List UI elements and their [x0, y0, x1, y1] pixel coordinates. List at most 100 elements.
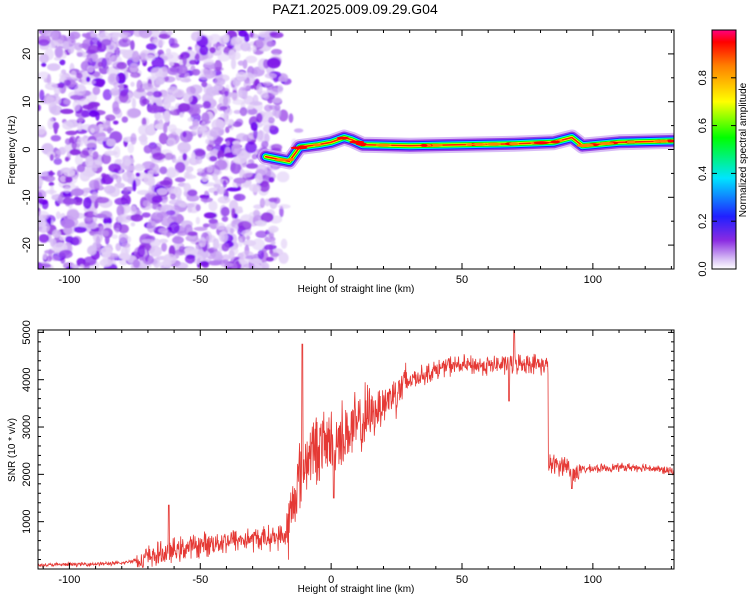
- noise-blob: [116, 204, 125, 217]
- snr-x-tick-label: -100: [58, 574, 80, 586]
- noise-blob: [238, 237, 243, 248]
- noise-blob: [106, 138, 116, 147]
- noise-blob: [59, 72, 65, 79]
- noise-blob: [217, 52, 231, 62]
- colorbar-label: Normalized spectral amplitude: [738, 82, 749, 217]
- noise-blob: [59, 59, 66, 66]
- noise-blob: [111, 234, 118, 239]
- noise-blob: [134, 164, 145, 172]
- noise-blob: [231, 262, 238, 269]
- noise-blob: [212, 173, 218, 181]
- noise-blob: [83, 197, 92, 209]
- noise-blob: [165, 168, 180, 178]
- noise-blob: [187, 189, 198, 197]
- noise-blob: [118, 37, 132, 47]
- noise-blob: [86, 142, 97, 148]
- noise-blob: [38, 263, 52, 269]
- noise-blob: [259, 197, 266, 208]
- noise-blob: [53, 157, 63, 165]
- noise-blob: [64, 195, 71, 207]
- snr-x-tick-label: -50: [192, 574, 208, 586]
- noise-blob: [156, 187, 168, 196]
- noise-blob: [135, 88, 145, 93]
- noise-blob: [105, 114, 116, 122]
- noise-blob: [212, 250, 223, 262]
- noise-blob: [245, 55, 258, 64]
- snr-y-axis-label: SNR (10 * v/v): [7, 418, 18, 482]
- colorbar-tick-label: 0.4: [697, 166, 709, 181]
- noise-blob: [144, 54, 156, 61]
- noise-blob: [262, 81, 272, 86]
- colorbar: 0.0 0.2 0.4 0.6 0.8 Normalized spectral ampl…: [697, 29, 749, 277]
- noise-blob: [228, 249, 235, 260]
- noise-blob: [268, 197, 278, 203]
- noise-blob: [123, 158, 132, 167]
- noise-blob: [68, 31, 81, 40]
- noise-blob: [247, 108, 258, 115]
- noise-blob: [236, 90, 248, 98]
- noise-blob: [208, 200, 218, 212]
- noise-blob: [52, 122, 60, 130]
- spectrogram-y-tick-label: -20: [21, 237, 33, 253]
- noise-blob: [111, 173, 118, 180]
- noise-blob: [49, 153, 54, 161]
- noise-blob: [277, 84, 284, 94]
- noise-blob: [195, 53, 200, 60]
- noise-blob: [205, 86, 219, 97]
- noise-blob: [163, 253, 177, 265]
- noise-blob: [130, 72, 141, 78]
- noise-blob: [204, 190, 209, 196]
- spectrogram-y-tick-label: -10: [21, 189, 33, 205]
- signal-peak: [581, 143, 594, 147]
- noise-blob: [229, 199, 239, 212]
- noise-blob: [141, 161, 156, 170]
- noise-blob: [101, 251, 111, 258]
- noise-blob: [152, 167, 161, 175]
- noise-blob: [149, 245, 162, 257]
- noise-blob: [84, 215, 94, 225]
- noise-blob: [251, 238, 265, 251]
- noise-blob: [230, 160, 236, 172]
- noise-blob: [147, 104, 161, 114]
- noise-blob: [156, 211, 169, 219]
- noise-blob: [155, 76, 165, 85]
- noise-blob: [184, 72, 190, 83]
- noise-blob: [268, 225, 279, 233]
- noise-blob: [268, 176, 275, 183]
- noise-blob: [256, 112, 263, 123]
- noise-blob: [202, 223, 210, 228]
- noise-blob: [165, 48, 171, 55]
- noise-blob: [130, 81, 135, 87]
- colorbar-tick-label: 0.8: [697, 70, 709, 85]
- noise-blob: [112, 101, 120, 112]
- noise-blob: [58, 249, 73, 259]
- signal-peak: [509, 142, 520, 146]
- noise-blob: [190, 152, 196, 164]
- noise-blob: [192, 119, 199, 128]
- noise-blob: [71, 235, 82, 246]
- noise-blob: [228, 49, 236, 60]
- noise-blob: [202, 100, 212, 109]
- noise-blob: [48, 181, 55, 187]
- noise-blob: [76, 164, 86, 173]
- noise-blob: [38, 39, 50, 47]
- spectrogram-y-tick-label: 20: [21, 48, 33, 60]
- noise-blob: [82, 171, 96, 177]
- noise-blob: [141, 239, 155, 244]
- noise-blob: [78, 223, 89, 228]
- colorbar-tick-label: 0.6: [697, 118, 709, 133]
- noise-blob: [89, 109, 98, 118]
- noise-blob: [71, 141, 77, 150]
- snr-x-ticks: -100 -50 0 50 100: [42, 330, 672, 586]
- noise-blob: [182, 55, 187, 66]
- noise-blob: [130, 213, 144, 222]
- noise-blob: [85, 57, 92, 62]
- noise-blob: [194, 149, 206, 157]
- noise-blob: [280, 238, 288, 249]
- noise-blob: [66, 209, 80, 221]
- noise-blob: [166, 88, 174, 98]
- noise-blob: [139, 83, 154, 90]
- noise-blob: [214, 159, 228, 171]
- spectrogram-signal-track: [257, 129, 674, 170]
